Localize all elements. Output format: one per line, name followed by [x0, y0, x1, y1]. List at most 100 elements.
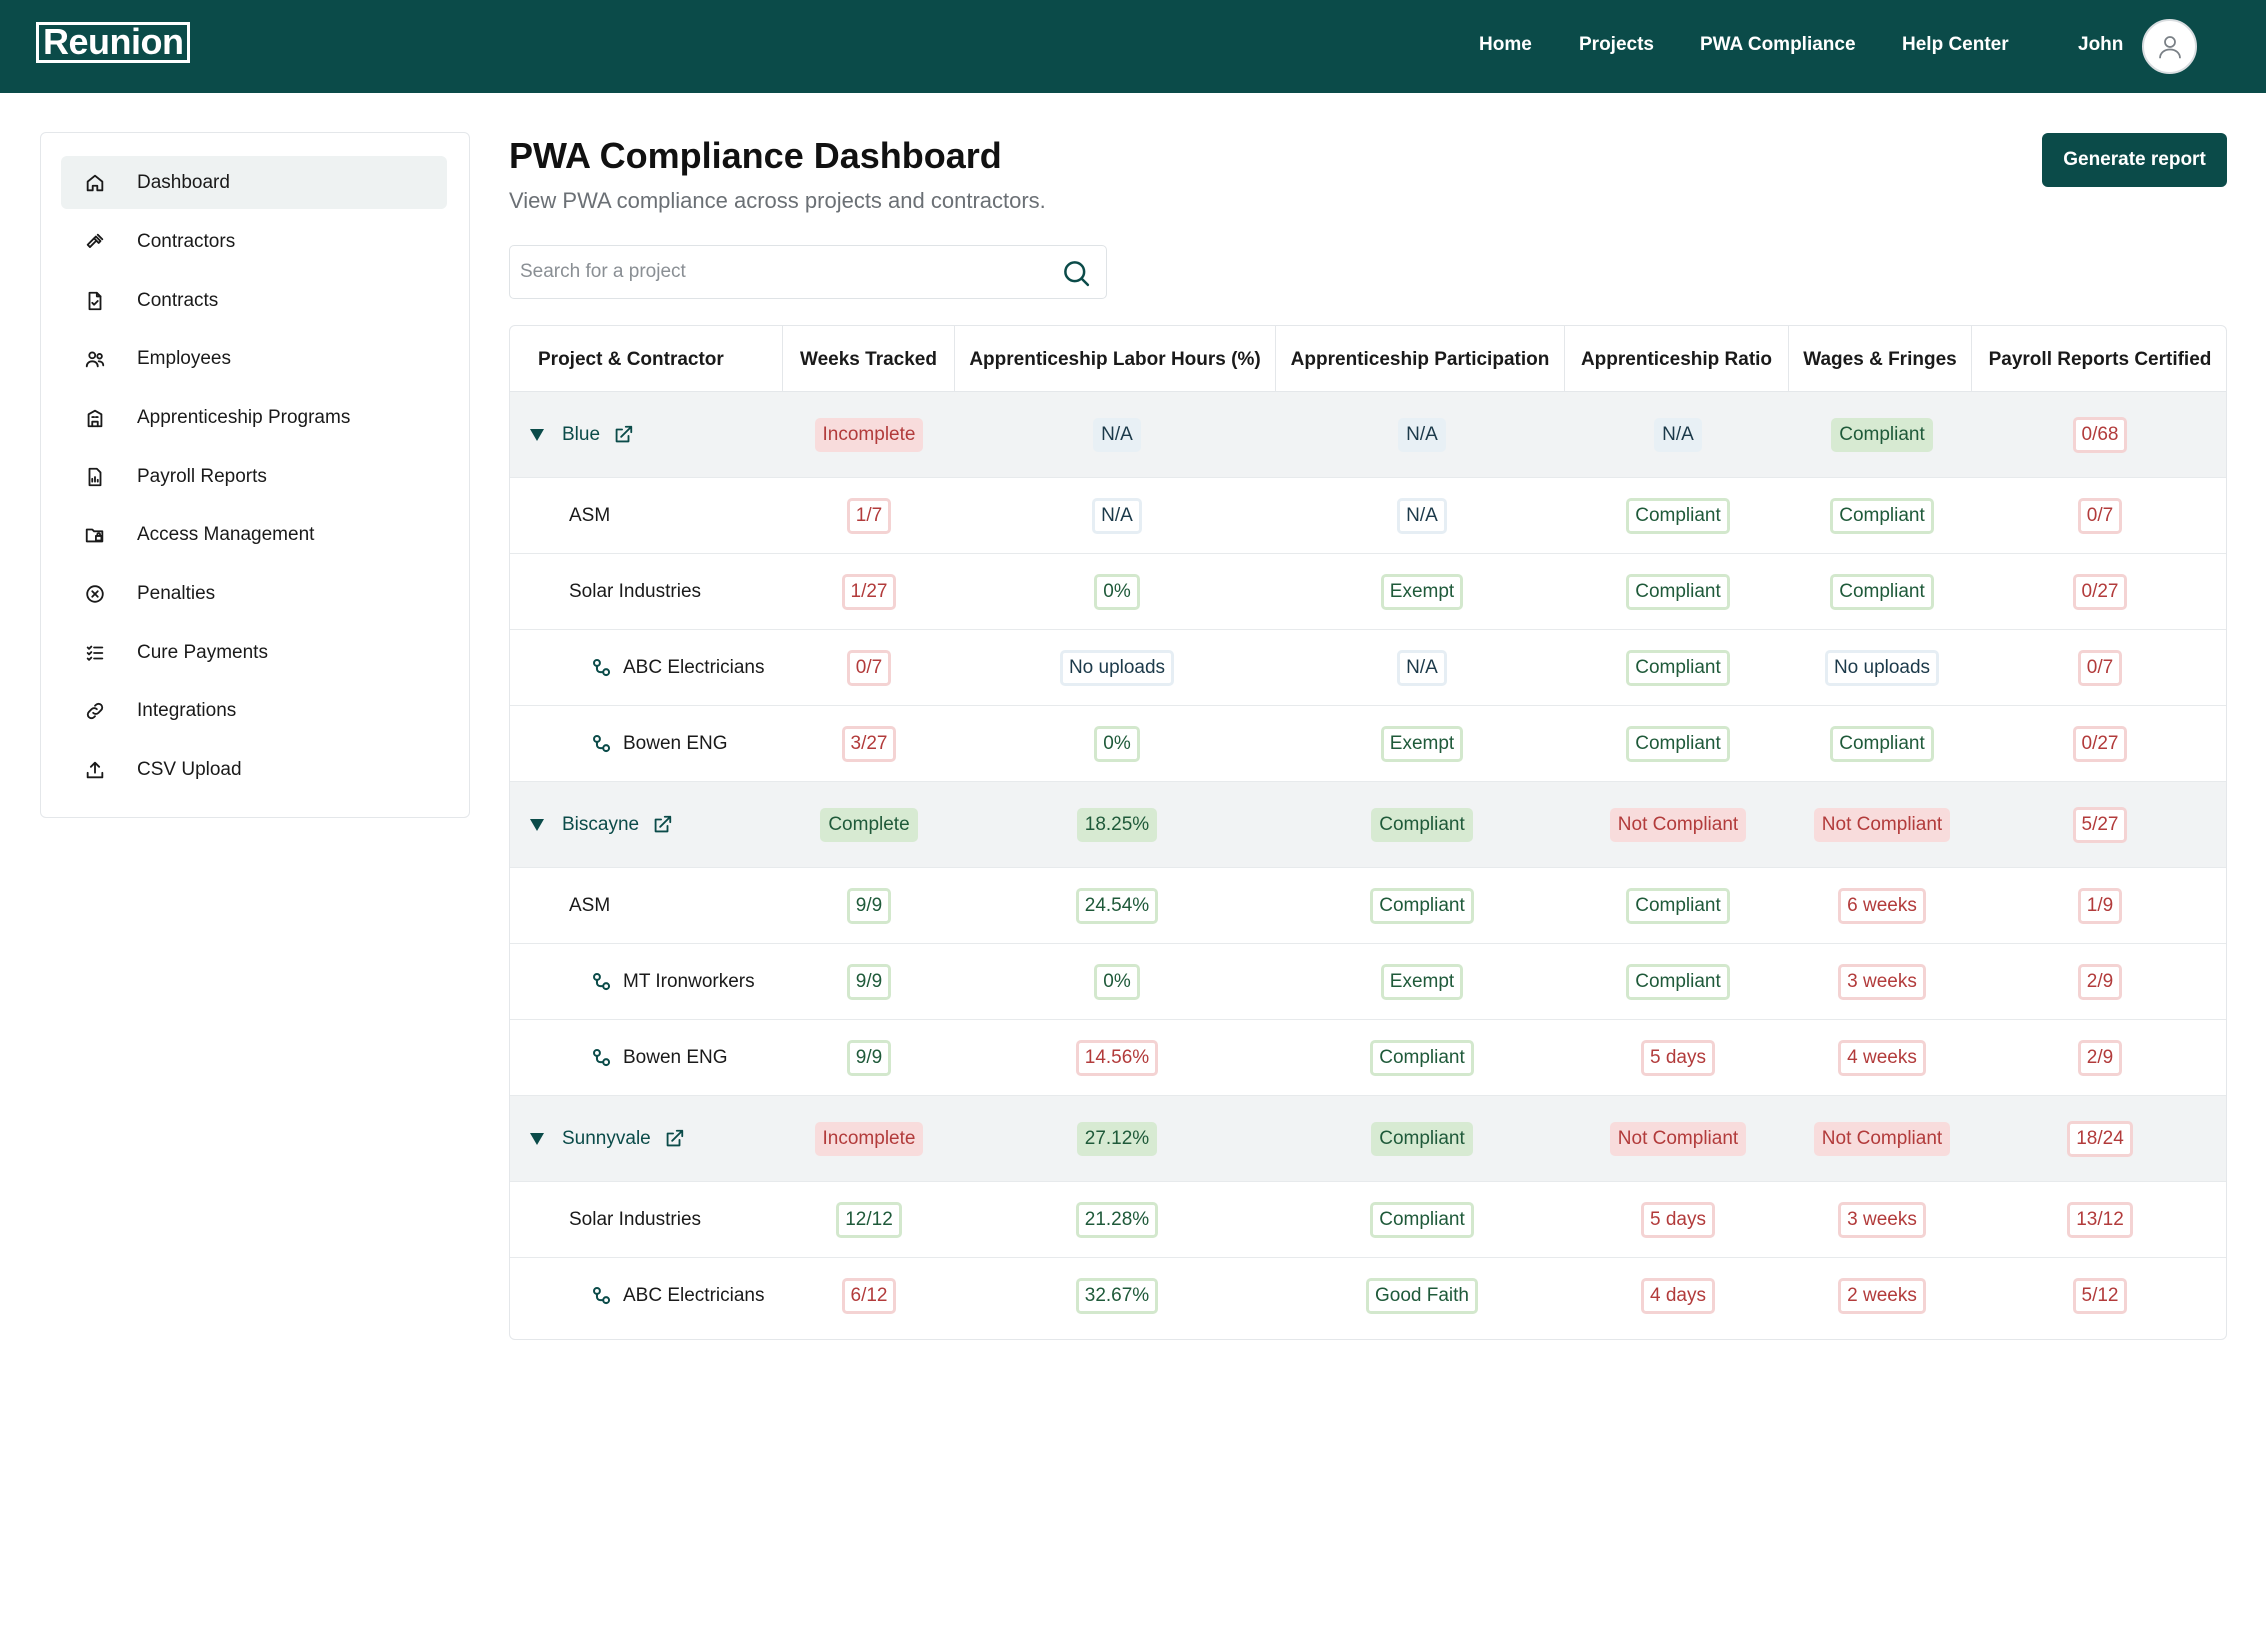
sidebar-item-csv-upload[interactable]: CSV Upload	[61, 743, 447, 796]
status-badge[interactable]: Exempt	[1380, 573, 1464, 610]
status-badge[interactable]: Compliant	[1830, 497, 1934, 534]
status-badge[interactable]: 0%	[1094, 963, 1140, 1000]
status-badge[interactable]: Compliant	[1626, 725, 1730, 762]
status-badge[interactable]: 0/7	[2077, 649, 2123, 686]
status-badge[interactable]: 5 days	[1641, 1039, 1715, 1076]
status-badge[interactable]: No uploads	[1059, 649, 1175, 686]
status-badge[interactable]: Incomplete	[814, 417, 924, 452]
status-badge[interactable]: Compliant	[1626, 573, 1730, 610]
status-badge[interactable]: 0%	[1094, 725, 1140, 762]
column-header-project-contractor[interactable]: Project & Contractor	[510, 326, 783, 392]
status-badge[interactable]: Compliant	[1370, 887, 1474, 924]
status-badge[interactable]: 3 weeks	[1838, 1201, 1926, 1238]
status-badge[interactable]: 5/12	[2072, 1278, 2128, 1314]
status-badge[interactable]: Exempt	[1380, 725, 1464, 762]
status-badge[interactable]: 2/9	[2077, 963, 2123, 1000]
status-badge[interactable]: Complete	[820, 807, 918, 842]
contractor-name[interactable]: ASM	[569, 504, 611, 526]
sidebar-item-access-management[interactable]: Access Management	[61, 508, 447, 561]
nav-home[interactable]: Home	[1479, 34, 1532, 55]
avatar[interactable]	[2142, 19, 2197, 74]
caret-down-icon[interactable]	[530, 1132, 544, 1145]
column-header-weeks-tracked[interactable]: Weeks Tracked	[783, 326, 955, 392]
status-badge[interactable]: 4 weeks	[1838, 1039, 1926, 1076]
status-badge[interactable]: 5 days	[1641, 1201, 1715, 1238]
status-badge[interactable]: 5/27	[2072, 806, 2128, 843]
sidebar-item-penalties[interactable]: Penalties	[61, 567, 447, 620]
status-badge[interactable]: Compliant	[1371, 1121, 1473, 1156]
project-name-link[interactable]: Blue	[562, 423, 601, 445]
status-badge[interactable]: 6 weeks	[1838, 887, 1926, 924]
column-header-apprenticeship-participation[interactable]: Apprenticeship Participation	[1276, 326, 1565, 392]
status-badge[interactable]: 0/27	[2072, 573, 2128, 610]
contractor-name[interactable]: Solar Industries	[569, 580, 702, 602]
caret-down-icon[interactable]	[530, 818, 544, 831]
status-badge[interactable]: 2/9	[2077, 1039, 2123, 1076]
status-badge[interactable]: 1/9	[2077, 887, 2123, 924]
nav-pwa-compliance[interactable]: PWA Compliance	[1700, 34, 1856, 55]
status-badge[interactable]: Not Compliant	[1609, 807, 1747, 842]
status-badge[interactable]: Incomplete	[814, 1121, 924, 1156]
status-badge[interactable]: Compliant	[1831, 417, 1933, 452]
status-badge[interactable]: 32.67%	[1075, 1278, 1159, 1314]
nav-projects[interactable]: Projects	[1579, 34, 1654, 55]
sidebar-item-cure-payments[interactable]: Cure Payments	[61, 626, 447, 679]
sidebar-item-integrations[interactable]: Integrations	[61, 684, 447, 737]
generate-report-button[interactable]: Generate report	[2042, 133, 2227, 187]
column-header-wages-fringes[interactable]: Wages & Fringes	[1789, 326, 1972, 392]
status-badge[interactable]: 0/68	[2072, 416, 2128, 453]
contractor-name[interactable]: ASM	[569, 894, 611, 916]
status-badge[interactable]: Exempt	[1380, 963, 1464, 1000]
project-name-link[interactable]: Biscayne	[562, 813, 640, 835]
search-input[interactable]	[520, 246, 1050, 298]
caret-down-icon[interactable]	[530, 428, 544, 441]
status-badge[interactable]: Compliant	[1626, 887, 1730, 924]
external-link-icon[interactable]	[651, 814, 673, 836]
sidebar-item-dashboard[interactable]: Dashboard	[61, 156, 447, 209]
status-badge[interactable]: Compliant	[1626, 963, 1730, 1000]
status-badge[interactable]: No uploads	[1824, 649, 1940, 686]
status-badge[interactable]: 18.25%	[1076, 807, 1158, 842]
status-badge[interactable]: Compliant	[1830, 725, 1934, 762]
search-icon[interactable]	[1061, 258, 1091, 288]
sidebar-item-employees[interactable]: Employees	[61, 332, 447, 385]
status-badge[interactable]: N/A	[1093, 417, 1141, 452]
subcontractor-name[interactable]: Bowen ENG	[623, 732, 728, 754]
status-badge[interactable]: 1/27	[841, 573, 897, 610]
status-badge[interactable]: 0/7	[846, 649, 892, 686]
status-badge[interactable]: Compliant	[1370, 1201, 1474, 1238]
project-name-link[interactable]: Sunnyvale	[562, 1127, 651, 1149]
status-badge[interactable]: 21.28%	[1075, 1201, 1159, 1238]
status-badge[interactable]: 9/9	[846, 887, 892, 924]
status-badge[interactable]: N/A	[1398, 417, 1446, 452]
status-badge[interactable]: Not Compliant	[1609, 1121, 1747, 1156]
status-badge[interactable]: 2 weeks	[1838, 1278, 1926, 1314]
status-badge[interactable]: 9/9	[846, 963, 892, 1000]
status-badge[interactable]: Compliant	[1626, 649, 1730, 686]
contractor-name[interactable]: Solar Industries	[569, 1208, 702, 1230]
status-badge[interactable]: Good Faith	[1366, 1278, 1478, 1314]
status-badge[interactable]: Compliant	[1626, 497, 1730, 534]
status-badge[interactable]: 0/27	[2072, 725, 2128, 762]
external-link-icon[interactable]	[612, 424, 634, 446]
column-header-apprenticeship-labor-hours[interactable]: Apprenticeship Labor Hours (%)	[955, 326, 1276, 392]
sidebar-item-contracts[interactable]: Contracts	[61, 274, 447, 327]
status-badge[interactable]: Compliant	[1370, 1039, 1474, 1076]
status-badge[interactable]: 18/24	[2067, 1120, 2133, 1157]
status-badge[interactable]: N/A	[1397, 497, 1447, 534]
subcontractor-name[interactable]: ABC Electricians	[623, 1285, 765, 1306]
status-badge[interactable]: 12/12	[836, 1201, 902, 1238]
status-badge[interactable]: Compliant	[1371, 807, 1473, 842]
status-badge[interactable]: Not Compliant	[1813, 807, 1951, 842]
status-badge[interactable]: 0/7	[2077, 497, 2123, 534]
reunion-logo[interactable]: Reunion	[36, 22, 191, 63]
subcontractor-name[interactable]: Bowen ENG	[623, 1046, 728, 1068]
nav-help-center[interactable]: Help Center	[1902, 34, 2009, 55]
status-badge[interactable]: 0%	[1094, 573, 1140, 610]
status-badge[interactable]: N/A	[1397, 649, 1447, 686]
sidebar-item-apprenticeship-programs[interactable]: Apprenticeship Programs	[61, 391, 447, 444]
status-badge[interactable]: 9/9	[846, 1039, 892, 1076]
sidebar-item-contractors[interactable]: Contractors	[61, 215, 447, 268]
column-header-apprenticeship-ratio[interactable]: Apprenticeship Ratio	[1565, 326, 1789, 392]
status-badge[interactable]: 1/7	[846, 497, 892, 534]
